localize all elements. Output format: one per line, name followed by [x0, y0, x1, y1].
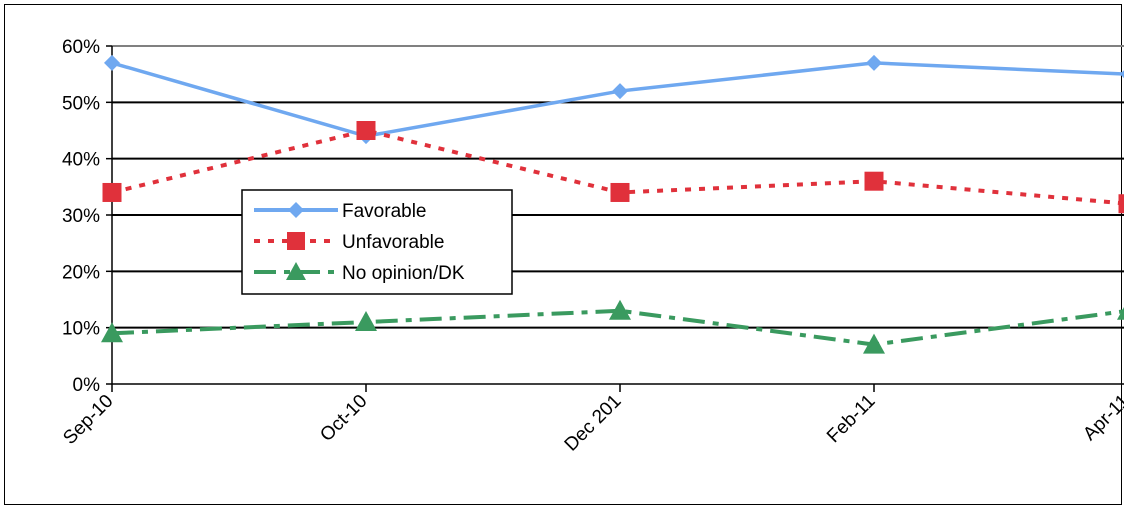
- legend-label: Unfavorable: [342, 232, 444, 253]
- series-line: [111, 61, 1124, 138]
- x-tick-label: Dec 201: [561, 391, 626, 456]
- legend-label: No opinion/DK: [342, 263, 465, 284]
- data-point-marker: [866, 54, 882, 71]
- y-tick-label: 40%: [62, 150, 100, 171]
- data-point-marker: [1117, 307, 1124, 320]
- data-point-marker: [864, 171, 884, 191]
- data-point-marker: [102, 182, 122, 202]
- legend-label: Favorable: [342, 201, 427, 222]
- data-point-marker: [1120, 70, 1124, 79]
- data-point-marker: [609, 299, 631, 320]
- y-tick-label: 60%: [62, 37, 100, 58]
- data-point-marker: [610, 182, 630, 202]
- data-point-marker: [1118, 194, 1124, 214]
- x-tick-label: Apr-11: [1079, 391, 1124, 445]
- legend-marker: [288, 202, 304, 218]
- chart-frame: [4, 4, 1122, 505]
- series-line: [111, 308, 1124, 347]
- data-point-marker: [356, 121, 376, 140]
- y-tick-label: 30%: [62, 206, 100, 227]
- x-tick-label: Oct-10: [316, 391, 371, 446]
- x-tick-label: Feb-11: [823, 391, 879, 447]
- legend-marker: [286, 262, 306, 280]
- data-point-marker: [863, 333, 885, 354]
- x-tick-label: Sep-10: [59, 391, 117, 449]
- data-point-marker: [612, 83, 628, 100]
- y-tick-label: 50%: [62, 93, 100, 114]
- legend-marker: [287, 232, 305, 250]
- y-tick-label: 10%: [62, 319, 100, 340]
- data-point-marker: [355, 311, 377, 332]
- data-point-marker: [104, 54, 120, 71]
- data-point-marker: [101, 322, 123, 343]
- y-tick-label: 20%: [62, 262, 100, 283]
- y-tick-label: 0%: [73, 375, 101, 396]
